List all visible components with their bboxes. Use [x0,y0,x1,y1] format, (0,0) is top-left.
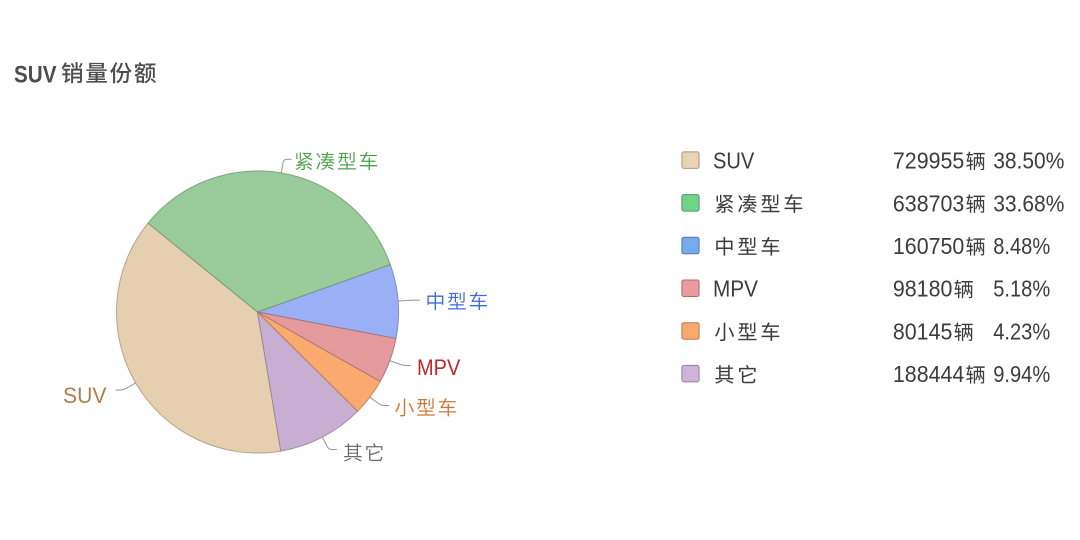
svg-text:MPV: MPV [417,355,460,380]
svg-text:33.68%: 33.68% [993,190,1064,216]
svg-text:8.48%: 8.48% [993,233,1050,259]
svg-text:160750: 160750 [893,233,964,259]
svg-text:MPV: MPV [713,276,759,302]
svg-text:9.94%: 9.94% [993,361,1050,387]
svg-text:638703: 638703 [893,190,964,216]
svg-text:188444: 188444 [893,361,965,387]
svg-text:4.23%: 4.23% [993,318,1050,344]
svg-text:SUV: SUV [63,383,107,408]
svg-text:729955: 729955 [893,148,964,174]
svg-text:98180: 98180 [893,276,953,302]
svg-text:SUV: SUV [713,148,755,174]
svg-text:5.18%: 5.18% [993,276,1050,302]
svg-text:38.50%: 38.50% [993,148,1064,174]
svg-text:SUV: SUV [14,62,57,89]
svg-text:80145: 80145 [893,318,953,344]
